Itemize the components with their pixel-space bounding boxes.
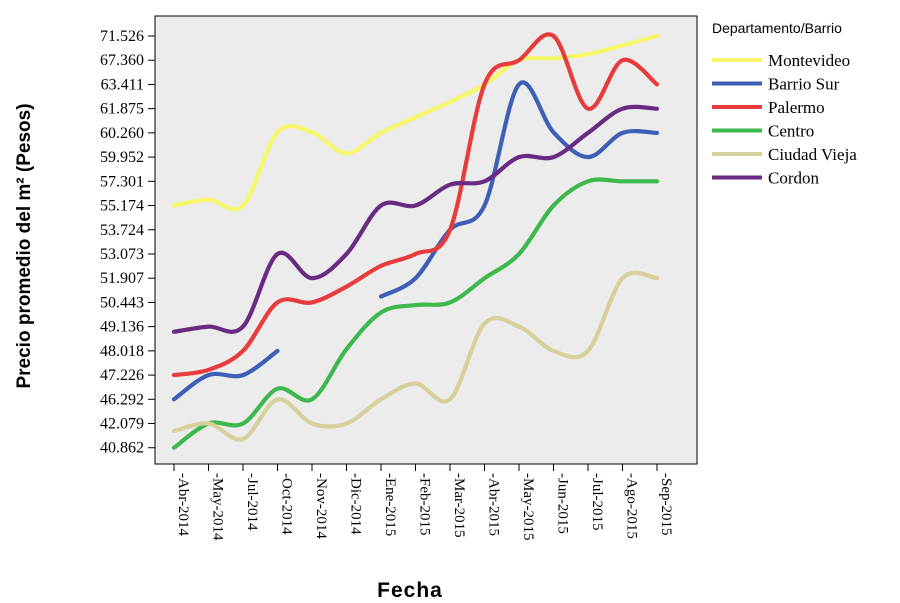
x-tick-label: -Jul-2015 xyxy=(589,473,605,531)
y-tick-label: 67.360 xyxy=(100,52,144,69)
legend-label-palermo: Palermo xyxy=(768,98,825,117)
legend-title: Departamento/Barrio xyxy=(712,20,842,36)
y-tick-label: 61.875 xyxy=(100,101,144,118)
y-tick-label: 57.301 xyxy=(100,173,144,190)
series-line-barrio-sur xyxy=(378,80,660,299)
x-tick-label: -Abr-2014 xyxy=(175,473,191,537)
y-tick-label: 46.292 xyxy=(100,391,144,408)
x-tick-label: -Ago-2015 xyxy=(624,473,640,539)
x-tick-label: -May-2014 xyxy=(210,473,226,541)
series-line-ciudad-vieja xyxy=(171,270,660,442)
legend-label-barrio-sur: Barrio Sur xyxy=(768,75,840,94)
y-tick-label: 40.862 xyxy=(100,440,144,457)
x-tick-label: -Jun-2015 xyxy=(555,473,571,534)
x-axis: -Abr-2014 -May-2014 -Jul-2014 -Oct-2014 -Nov… xyxy=(173,464,674,541)
y-axis: 71.526 67.360 63.411 61.875 60.260 59.952 57.3… xyxy=(100,28,155,457)
y-axis-label: Precio promedio del m² (Pesos) xyxy=(14,103,35,388)
x-tick-label: -Sep-2015 xyxy=(658,473,674,536)
y-tick-label: 48.018 xyxy=(100,343,144,360)
series-line-centro xyxy=(171,177,660,450)
y-tick-label: 59.952 xyxy=(100,149,144,166)
x-tick-label: -Abr-2015 xyxy=(486,473,502,536)
series-line-barrio-sur xyxy=(171,348,280,402)
plot-background xyxy=(154,15,698,465)
legend-label-montevideo: Montevideo xyxy=(768,51,850,70)
y-tick-label: 47.226 xyxy=(100,367,144,384)
series-line-cordon xyxy=(171,104,660,334)
series-lines xyxy=(171,32,660,450)
series-line-montevideo xyxy=(171,33,660,212)
legend-label-ciudad-vieja: Ciudad Vieja xyxy=(768,145,857,164)
legend-label-cordon: Cordon xyxy=(768,169,820,188)
legend: Montevideo Barrio Sur Palermo Centro Ciudad … xyxy=(712,51,857,188)
series-line-palermo xyxy=(171,32,660,378)
x-tick-label: -Dic-2014 xyxy=(348,473,364,535)
y-tick-label: 42.079 xyxy=(100,416,144,433)
y-tick-label: 53.724 xyxy=(100,222,144,239)
y-tick-label: 49.136 xyxy=(100,319,144,336)
y-tick-label: 71.526 xyxy=(100,28,144,45)
y-tick-label: 50.443 xyxy=(100,294,144,311)
x-axis-label: Fecha xyxy=(377,579,443,602)
x-tick-label: -Ene-2015 xyxy=(382,473,398,536)
y-tick-label: 53.073 xyxy=(100,246,144,263)
y-tick-label: 60.260 xyxy=(100,125,144,142)
x-tick-label: -Jul-2014 xyxy=(244,473,260,531)
x-tick-label: -May-2015 xyxy=(520,473,536,541)
y-tick-label: 51.907 xyxy=(100,270,144,287)
x-tick-label: -Mar-2015 xyxy=(451,473,467,538)
y-tick-label: 63.411 xyxy=(101,76,144,93)
y-tick-label: 55.174 xyxy=(100,198,144,215)
legend-label-centro: Centro xyxy=(768,122,814,141)
x-tick-label: -Oct-2014 xyxy=(279,473,295,535)
x-tick-label: -Feb-2015 xyxy=(417,473,433,536)
x-tick-label: -Nov-2014 xyxy=(313,473,329,539)
